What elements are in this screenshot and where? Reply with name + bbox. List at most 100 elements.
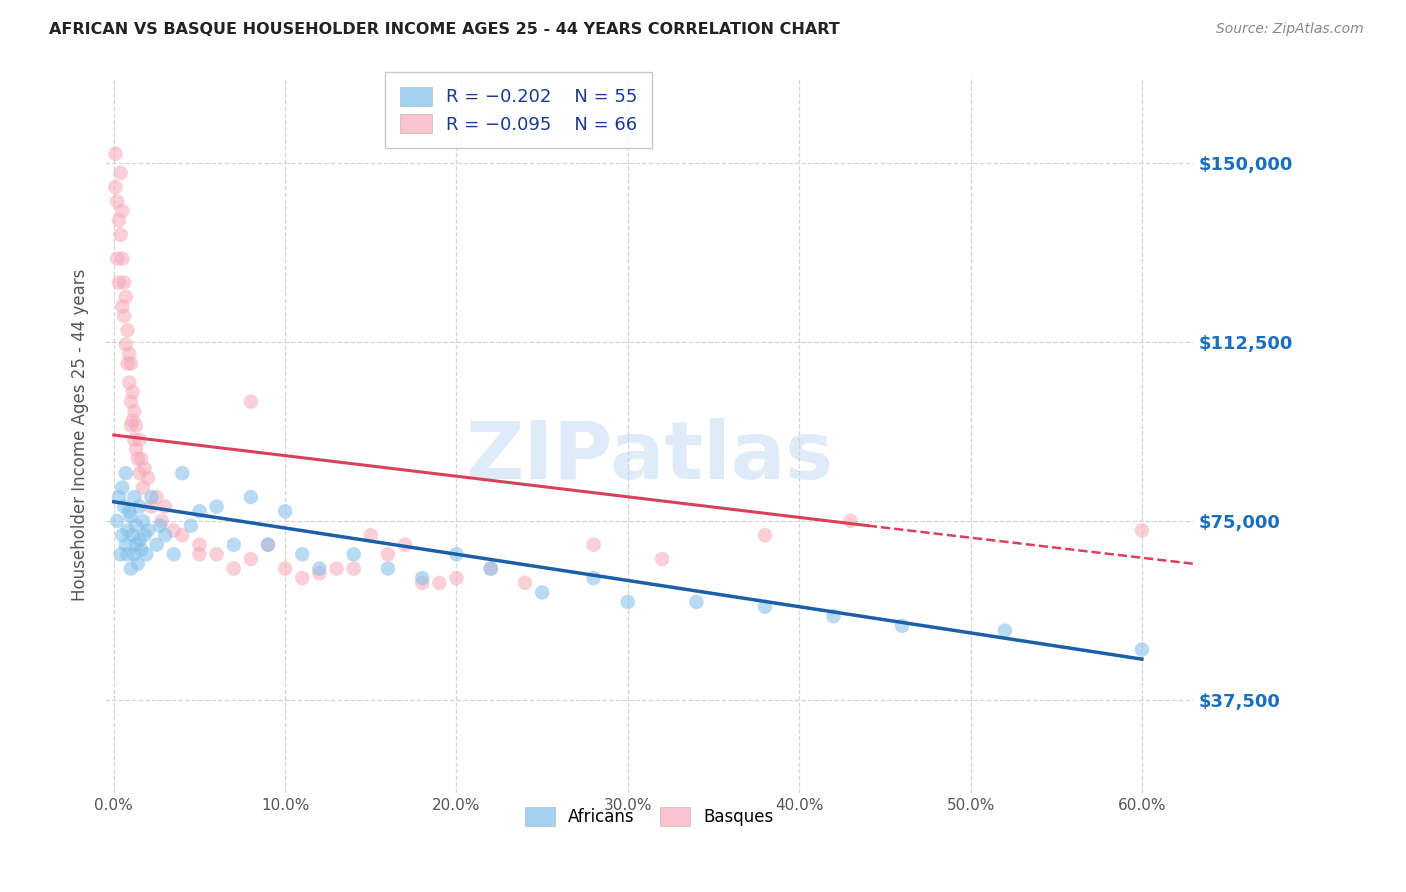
Point <box>188 504 211 518</box>
Point <box>124 433 146 447</box>
Point <box>651 552 673 566</box>
Point <box>108 213 131 227</box>
Point <box>163 547 186 561</box>
Point <box>135 547 157 561</box>
Point <box>117 524 139 538</box>
Point <box>446 547 468 561</box>
Point <box>145 538 167 552</box>
Point <box>120 509 142 524</box>
Point <box>754 528 776 542</box>
Point <box>239 394 262 409</box>
Point <box>257 538 280 552</box>
Point <box>823 609 845 624</box>
Point <box>117 547 139 561</box>
Point <box>111 481 134 495</box>
Point <box>153 500 176 514</box>
Point <box>124 490 146 504</box>
Point <box>141 490 163 504</box>
Point <box>105 252 128 266</box>
Point <box>153 528 176 542</box>
Point <box>134 528 156 542</box>
Point <box>128 433 150 447</box>
Point <box>121 414 143 428</box>
Point <box>125 418 148 433</box>
Point <box>308 566 330 581</box>
Point <box>120 357 142 371</box>
Point <box>446 571 468 585</box>
Point <box>274 504 297 518</box>
Point <box>1130 642 1153 657</box>
Point <box>1130 524 1153 538</box>
Point <box>120 418 142 433</box>
Y-axis label: Householder Income Ages 25 - 44 years: Householder Income Ages 25 - 44 years <box>72 268 89 601</box>
Point <box>172 528 194 542</box>
Point <box>394 538 416 552</box>
Point <box>110 166 132 180</box>
Point <box>112 500 135 514</box>
Point <box>111 299 134 313</box>
Point <box>222 561 245 575</box>
Point <box>104 180 127 194</box>
Point <box>343 547 366 561</box>
Point <box>104 146 127 161</box>
Point <box>291 547 314 561</box>
Point <box>128 466 150 480</box>
Point <box>222 538 245 552</box>
Point <box>134 461 156 475</box>
Point <box>360 528 382 542</box>
Point <box>112 309 135 323</box>
Point <box>325 561 347 575</box>
Point <box>839 514 862 528</box>
Point <box>188 538 211 552</box>
Legend: Africans, Basques: Africans, Basques <box>516 799 782 834</box>
Point <box>118 347 141 361</box>
Point <box>114 466 136 480</box>
Point <box>172 466 194 480</box>
Point <box>149 518 172 533</box>
Point <box>343 561 366 575</box>
Point <box>308 561 330 575</box>
Point <box>205 547 228 561</box>
Point <box>274 561 297 575</box>
Point <box>257 538 280 552</box>
Point <box>531 585 554 599</box>
Point <box>377 561 399 575</box>
Point <box>129 451 152 466</box>
Point <box>124 404 146 418</box>
Point <box>111 203 134 218</box>
Point <box>891 619 914 633</box>
Point <box>111 528 134 542</box>
Point <box>150 514 173 528</box>
Point <box>513 575 536 590</box>
Point <box>411 571 433 585</box>
Point <box>180 518 202 533</box>
Point <box>110 547 132 561</box>
Point <box>114 290 136 304</box>
Point <box>145 490 167 504</box>
Point <box>685 595 707 609</box>
Point <box>120 561 142 575</box>
Point <box>108 276 131 290</box>
Point <box>128 533 150 547</box>
Point <box>582 538 605 552</box>
Point <box>141 500 163 514</box>
Point <box>111 252 134 266</box>
Point <box>132 481 155 495</box>
Point <box>205 500 228 514</box>
Point <box>121 528 143 542</box>
Point <box>479 561 502 575</box>
Point <box>163 524 186 538</box>
Point <box>121 385 143 400</box>
Point <box>127 557 149 571</box>
Point <box>125 442 148 457</box>
Point <box>128 500 150 514</box>
Point <box>754 599 776 614</box>
Point <box>108 490 131 504</box>
Point <box>105 194 128 209</box>
Point <box>114 337 136 351</box>
Point <box>118 504 141 518</box>
Point <box>136 471 159 485</box>
Point <box>188 547 211 561</box>
Point <box>994 624 1017 638</box>
Point <box>582 571 605 585</box>
